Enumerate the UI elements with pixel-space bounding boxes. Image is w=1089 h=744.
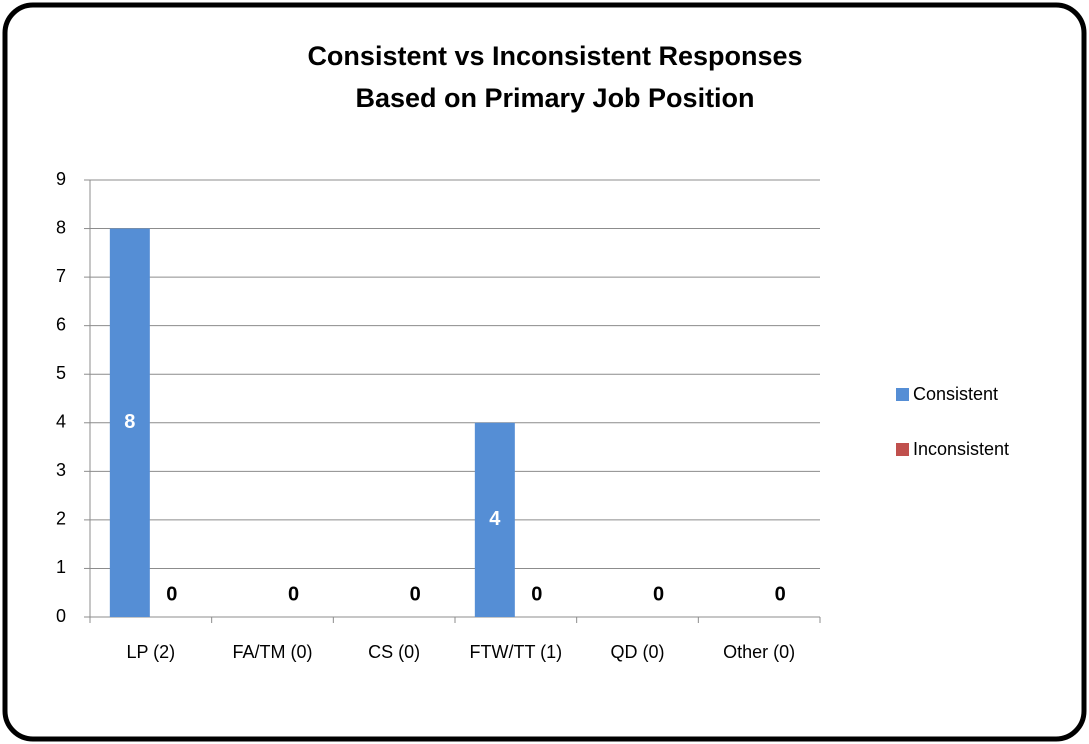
bar xyxy=(109,228,150,618)
data-label: 8 xyxy=(124,411,135,433)
data-label: 0 xyxy=(653,583,664,605)
legend-label: Consistent xyxy=(913,384,998,404)
bar xyxy=(474,422,515,617)
y-tick-label: 6 xyxy=(56,314,66,334)
data-label: 0 xyxy=(531,583,542,605)
data-label: 0 xyxy=(166,583,177,605)
data-label: 4 xyxy=(489,508,501,530)
y-tick-label: 0 xyxy=(56,606,66,626)
y-tick-label: 8 xyxy=(56,217,66,237)
legend-swatch xyxy=(896,388,909,401)
data-label: 0 xyxy=(410,583,421,605)
y-tick-label: 5 xyxy=(56,363,66,383)
y-tick-label: 3 xyxy=(56,460,66,480)
x-tick-label: QD (0) xyxy=(611,642,665,662)
x-tick-label: Other (0) xyxy=(723,642,795,662)
x-tick-label: FTW/TT (1) xyxy=(470,642,563,662)
x-tick-label: LP (2) xyxy=(126,642,175,662)
chart-title: Based on Primary Job Position xyxy=(355,83,754,113)
y-tick-label: 1 xyxy=(56,557,66,577)
x-tick-label: CS (0) xyxy=(368,642,420,662)
y-tick-label: 2 xyxy=(56,509,66,529)
legend-label: Inconsistent xyxy=(913,439,1009,459)
y-tick-label: 4 xyxy=(56,412,66,432)
data-label: 0 xyxy=(775,583,786,605)
y-tick-label: 9 xyxy=(56,169,66,189)
chart-title: Consistent vs Inconsistent Responses xyxy=(307,41,802,71)
y-tick-label: 7 xyxy=(56,266,66,286)
x-tick-label: FA/TM (0) xyxy=(233,642,313,662)
data-label: 0 xyxy=(288,583,299,605)
legend-swatch xyxy=(896,443,909,456)
